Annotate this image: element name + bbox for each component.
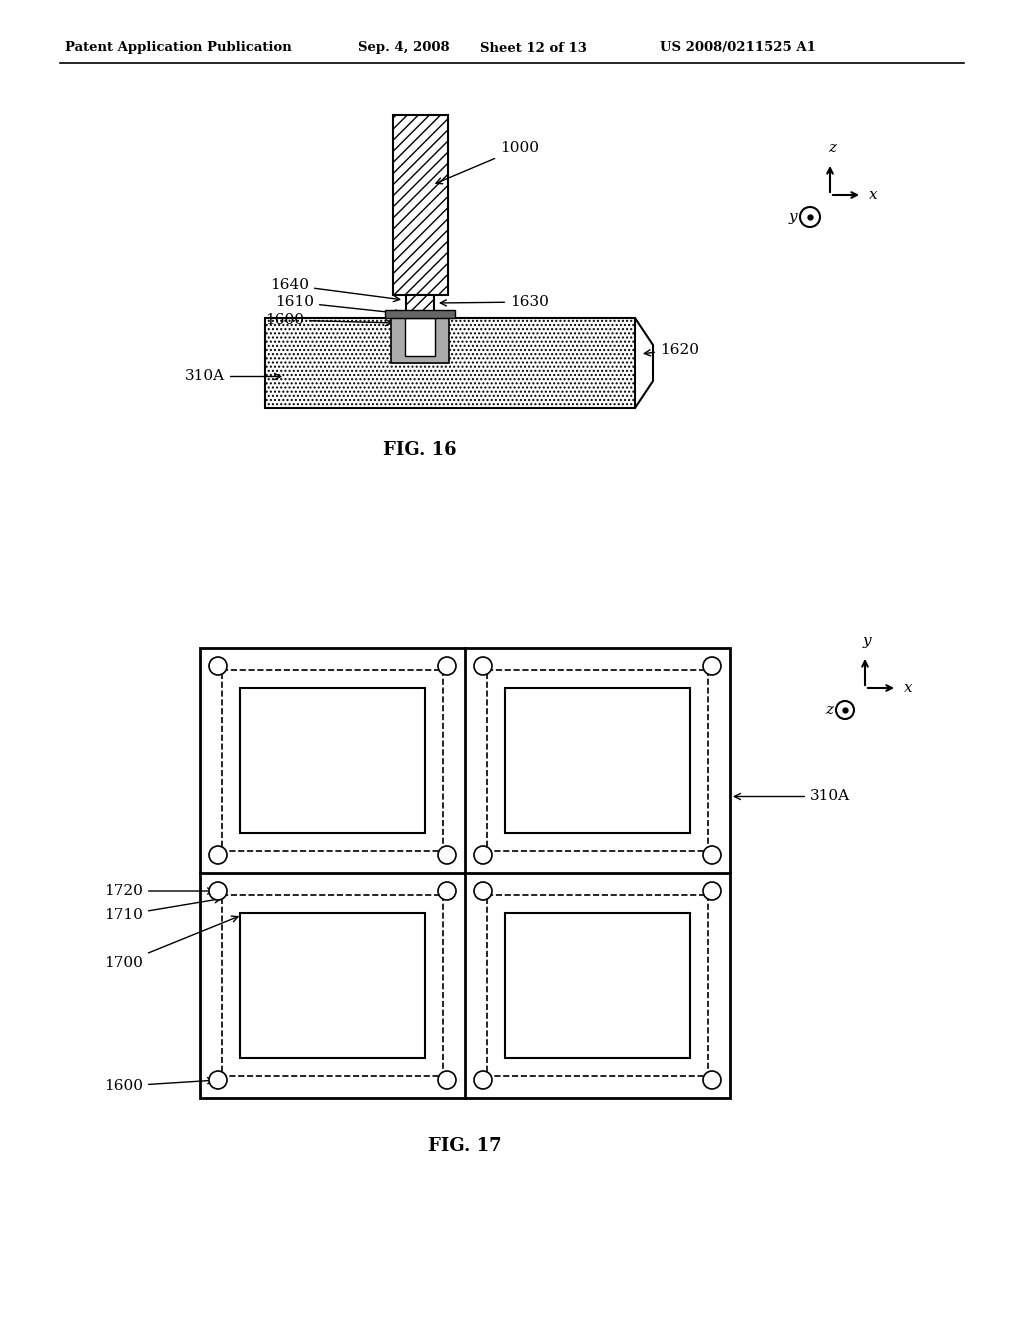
Text: 310A: 310A <box>734 789 850 804</box>
Bar <box>487 895 708 1076</box>
Bar <box>505 913 690 1059</box>
Circle shape <box>209 657 227 675</box>
Circle shape <box>703 882 721 900</box>
Bar <box>385 310 455 318</box>
Text: 1620: 1620 <box>644 342 699 356</box>
Text: x: x <box>904 681 912 696</box>
Text: US 2008/0211525 A1: US 2008/0211525 A1 <box>660 41 816 54</box>
Bar <box>222 895 443 1076</box>
Circle shape <box>438 882 456 900</box>
Text: FIG. 17: FIG. 17 <box>428 1137 502 1155</box>
Text: x: x <box>869 187 878 202</box>
Circle shape <box>209 1071 227 1089</box>
Text: Sheet 12 of 13: Sheet 12 of 13 <box>480 41 587 54</box>
Bar <box>265 318 635 408</box>
Text: 1700: 1700 <box>104 916 238 970</box>
Bar <box>240 688 425 833</box>
Text: 1710: 1710 <box>104 896 221 921</box>
Circle shape <box>800 207 820 227</box>
Text: Sep. 4, 2008: Sep. 4, 2008 <box>358 41 450 54</box>
Circle shape <box>209 846 227 865</box>
Bar <box>406 294 434 318</box>
Text: 1610: 1610 <box>275 294 401 315</box>
Text: z: z <box>825 704 833 717</box>
Bar <box>487 671 708 851</box>
Circle shape <box>836 701 854 719</box>
Circle shape <box>474 657 492 675</box>
Circle shape <box>474 882 492 900</box>
Text: 1640: 1640 <box>270 279 399 302</box>
Bar <box>200 648 730 1098</box>
Bar <box>391 318 449 363</box>
Text: FIG. 16: FIG. 16 <box>383 441 457 459</box>
Text: 310A: 310A <box>185 370 281 384</box>
Text: 1000: 1000 <box>436 141 539 183</box>
Text: z: z <box>828 141 836 154</box>
Bar <box>393 115 449 294</box>
Circle shape <box>474 1071 492 1089</box>
Circle shape <box>438 657 456 675</box>
Circle shape <box>703 657 721 675</box>
Circle shape <box>474 846 492 865</box>
Text: 1600: 1600 <box>265 313 391 327</box>
Text: y: y <box>788 210 797 224</box>
Text: 1720: 1720 <box>104 884 214 898</box>
Bar <box>240 913 425 1059</box>
Text: 1630: 1630 <box>440 294 549 309</box>
Bar <box>222 671 443 851</box>
Text: y: y <box>862 634 871 648</box>
Circle shape <box>703 846 721 865</box>
Circle shape <box>438 846 456 865</box>
Circle shape <box>438 1071 456 1089</box>
Text: Patent Application Publication: Patent Application Publication <box>65 41 292 54</box>
Text: 1600: 1600 <box>104 1077 214 1093</box>
Circle shape <box>209 882 227 900</box>
Bar <box>406 318 435 356</box>
Circle shape <box>703 1071 721 1089</box>
Bar <box>505 688 690 833</box>
